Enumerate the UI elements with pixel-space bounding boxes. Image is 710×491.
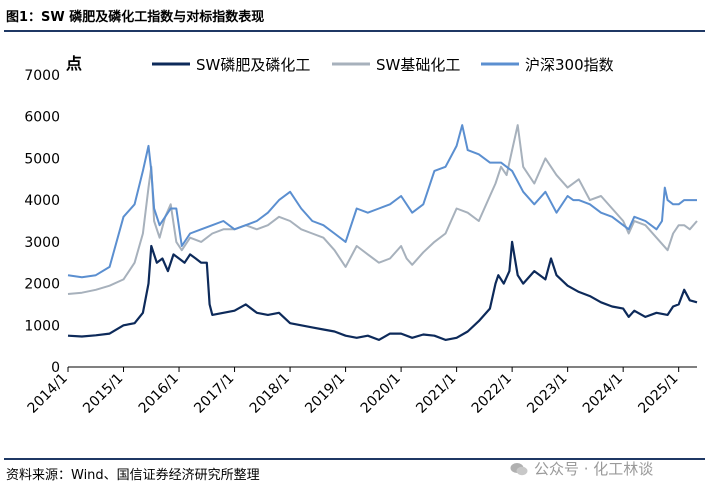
x-tick-label: 2019/1 — [302, 371, 348, 417]
series-line-1 — [67, 124, 698, 295]
source-note: 资料来源：Wind、国信证券经济研究所整理 — [6, 468, 260, 483]
legend-label: SW基础化工 — [376, 56, 460, 74]
y-tick-label: 0 — [51, 360, 60, 376]
x-tick-label: 2021/1 — [413, 371, 459, 417]
y-tick-label: 3000 — [24, 235, 60, 251]
x-tick-label: 2017/1 — [191, 371, 237, 417]
watermark: 公众号 · 化工林谈 — [510, 458, 653, 479]
legend-label: SW磷肥及磷化工 — [196, 56, 310, 74]
x-tick-label: 2024/1 — [580, 371, 626, 417]
legend-label: 沪深300指数 — [525, 56, 614, 74]
top-rule — [4, 30, 705, 32]
y-tick-label: 7000 — [24, 68, 60, 84]
x-tick-label: 2020/1 — [358, 371, 404, 417]
x-tick-label: 2016/1 — [136, 371, 182, 417]
y-axis-label: 点 — [66, 54, 82, 73]
x-tick-label: 2014/1 — [25, 371, 71, 417]
bottom-rule — [4, 458, 705, 460]
figure-title: 图1：SW 磷肥及磷化工指数与对标指数表现 — [6, 10, 265, 25]
y-tick-label: 1000 — [24, 318, 60, 334]
y-tick-label: 6000 — [24, 110, 60, 126]
x-tick-label: 2022/1 — [469, 371, 515, 417]
y-tick-label: 2000 — [24, 277, 60, 293]
series-line-2 — [67, 124, 697, 279]
watermark-text: 公众号 · 化工林谈 — [534, 460, 654, 478]
axes — [67, 366, 697, 372]
line-chart: 0 1000 2000 3000 4000 5000 6000 7000 2014/1 2015/… — [24, 54, 698, 417]
x-tick-label: 2018/1 — [247, 371, 293, 417]
y-tick-label: 5000 — [24, 151, 60, 167]
series-line-0 — [67, 240, 698, 341]
x-tick-label: 2025/1 — [635, 371, 681, 417]
legend: SW磷肥及磷化工 SW基础化工 沪深300指数 — [152, 56, 614, 74]
x-tick-label: 2023/1 — [524, 371, 570, 417]
wechat-icon — [510, 462, 528, 475]
series-lines — [67, 124, 698, 341]
tick-labels: 0 1000 2000 3000 4000 5000 6000 7000 2014/1 2015/… — [24, 68, 681, 417]
y-tick-label: 4000 — [24, 193, 60, 209]
x-tick-label: 2015/1 — [80, 371, 126, 417]
